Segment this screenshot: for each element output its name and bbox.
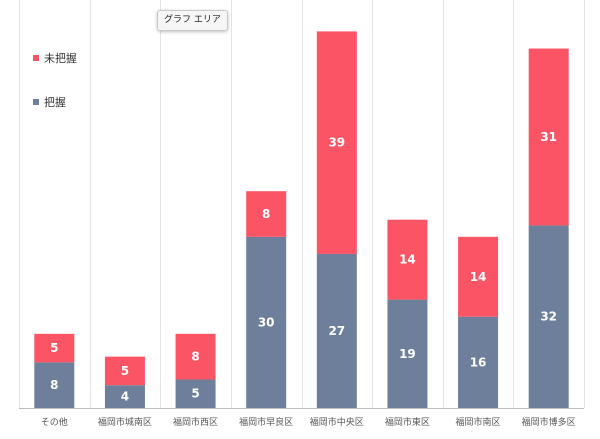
- data-label: 19: [399, 347, 416, 361]
- x-tick-label: 福岡市南区: [456, 416, 501, 428]
- legend-swatch-unknown: [33, 55, 39, 61]
- x-tick-label: 福岡市西区: [173, 416, 218, 428]
- bar-segment[interactable]: [316, 253, 357, 408]
- x-tick-label: 福岡市博多区: [522, 416, 576, 428]
- data-label: 5: [50, 341, 58, 355]
- x-tick-label: 福岡市城南区: [98, 416, 152, 428]
- data-label: 30: [258, 315, 275, 329]
- bar-segment[interactable]: [34, 362, 75, 408]
- data-label: 39: [328, 136, 345, 150]
- bar-segment[interactable]: [528, 225, 569, 408]
- bar-segment[interactable]: [458, 236, 499, 317]
- bar-segment[interactable]: [175, 379, 216, 408]
- data-label: 8: [191, 350, 199, 364]
- data-label: 32: [540, 310, 557, 324]
- bar-segment[interactable]: [104, 385, 145, 408]
- data-label: 8: [50, 378, 58, 392]
- chart-area-tooltip: グラフ エリア: [157, 10, 228, 31]
- legend-swatch-known: [33, 99, 39, 105]
- legend-item-known: 把握: [33, 94, 66, 110]
- x-tick-label: 福岡市中央区: [310, 416, 364, 428]
- data-label: 14: [470, 270, 487, 284]
- data-label: 14: [399, 253, 416, 267]
- bar-segment[interactable]: [458, 316, 499, 408]
- legend-label-known: 把握: [44, 96, 66, 109]
- data-label: 8: [262, 207, 270, 221]
- bar-segment[interactable]: [387, 299, 428, 408]
- data-label: 16: [470, 355, 487, 369]
- data-label: 5: [121, 364, 129, 378]
- bar-segment[interactable]: [246, 236, 287, 408]
- x-tick-label: 福岡市東区: [385, 416, 430, 428]
- bar-segment[interactable]: [528, 48, 569, 226]
- data-label: 31: [540, 130, 557, 144]
- legend-item-unknown: 未把握: [33, 50, 77, 66]
- data-label: 5: [191, 387, 199, 401]
- data-label: 27: [328, 324, 345, 338]
- bar-segment[interactable]: [175, 333, 216, 380]
- bar-segment[interactable]: [34, 333, 75, 363]
- bar-segment[interactable]: [387, 219, 428, 300]
- bar-segment[interactable]: [104, 356, 145, 386]
- data-label: 4: [121, 390, 129, 404]
- x-tick-label: その他: [41, 416, 68, 428]
- legend-label-unknown: 未把握: [44, 52, 77, 65]
- bar-segment[interactable]: [246, 191, 287, 237]
- x-tick-label: 福岡市早良区: [239, 416, 293, 428]
- bar-segment[interactable]: [316, 31, 357, 254]
